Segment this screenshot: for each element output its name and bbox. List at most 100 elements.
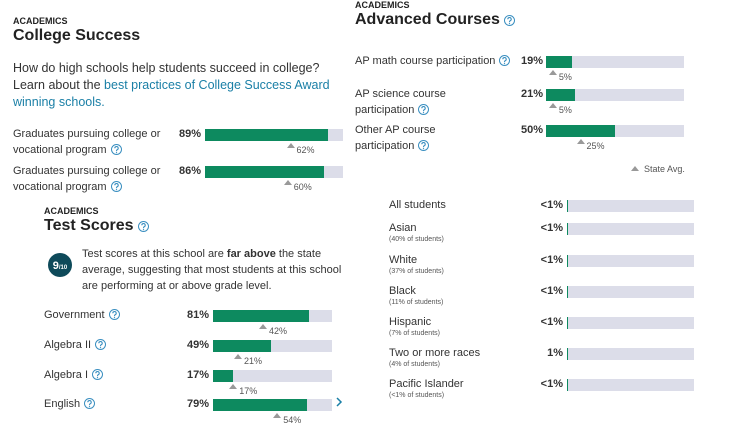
row-label: Algebra II xyxy=(44,337,164,353)
row-label: Two or more races xyxy=(389,345,539,361)
help-icon[interactable] xyxy=(84,398,96,409)
bar xyxy=(205,166,324,178)
bar-track xyxy=(567,317,694,329)
row-share: (7% of students) xyxy=(389,330,440,337)
bar-track xyxy=(546,125,684,137)
state-avg-label: 54% xyxy=(283,415,302,425)
row-label: Hispanic xyxy=(389,314,539,330)
bar xyxy=(546,89,575,101)
bar xyxy=(213,310,310,322)
state-avg-marker xyxy=(258,324,267,329)
row-label: AP math course participation xyxy=(355,53,525,69)
state-avg-marker xyxy=(548,70,557,75)
rating-badge: 9/10 xyxy=(48,253,72,277)
bar xyxy=(213,399,307,411)
state-avg-marker xyxy=(548,103,557,108)
state-avg-label: 17% xyxy=(239,386,258,396)
state-avg-label: 5% xyxy=(558,105,572,115)
row-label-text: Graduates pursuing college or vocational… xyxy=(13,128,161,156)
row-label-text: Two or more races xyxy=(389,347,481,359)
row-label-text: Black xyxy=(389,285,416,297)
row-share: (40% of students) xyxy=(389,236,444,243)
row-label-text: AP math course participation xyxy=(355,55,496,67)
bar xyxy=(567,200,568,212)
bar xyxy=(213,370,234,382)
row-label-text: AP science course participation xyxy=(355,88,446,116)
row-label: All students xyxy=(389,197,539,213)
row-label-text: Pacific Islander xyxy=(389,378,464,390)
row-label-text: White xyxy=(389,254,418,266)
summary: Test scores at this school are far above… xyxy=(82,246,347,294)
section-title: College Success xyxy=(13,27,141,44)
row-value: <1% xyxy=(540,199,563,211)
row-value: 1% xyxy=(547,347,563,359)
row-value: 50% xyxy=(520,124,543,136)
bar-track xyxy=(567,223,694,235)
help-icon[interactable] xyxy=(503,15,515,26)
state-avg-marker xyxy=(576,139,585,144)
bar-track xyxy=(546,89,684,101)
help-icon[interactable] xyxy=(418,104,430,115)
section-title: Advanced Courses xyxy=(355,11,515,29)
rating: 9 xyxy=(52,260,59,272)
bar-track xyxy=(213,399,332,411)
state-avg-label: 5% xyxy=(558,72,572,82)
bar xyxy=(567,379,568,391)
bar-track xyxy=(205,166,343,178)
eyebrow: ACADEMICS xyxy=(13,16,68,26)
row-value: <1% xyxy=(540,222,563,234)
row-label: Government xyxy=(44,307,164,323)
state-avg-marker xyxy=(229,384,238,389)
row-label: Asian xyxy=(389,220,539,236)
bar xyxy=(567,317,568,329)
row-label-text: English xyxy=(44,398,81,410)
help-icon[interactable] xyxy=(110,181,122,192)
legend-label: State Avg. xyxy=(644,164,685,174)
row-value: 21% xyxy=(520,88,543,100)
bar-track xyxy=(213,340,332,352)
help-icon[interactable] xyxy=(92,369,104,380)
row-value: 19% xyxy=(520,55,543,67)
bar-track xyxy=(567,255,694,267)
summary-text: Test scores at this school are xyxy=(82,248,227,260)
bar-track xyxy=(567,379,694,391)
row-share: (4% of students) xyxy=(389,361,440,368)
bar xyxy=(567,286,568,298)
help-icon[interactable] xyxy=(95,339,107,350)
bar-track xyxy=(213,310,332,322)
bar xyxy=(546,56,573,68)
row-label: English xyxy=(44,396,164,412)
row-label-text: Asian xyxy=(389,222,417,234)
row-share: (37% of students) xyxy=(389,268,444,275)
intro-text: How do high schools help students succee… xyxy=(13,61,320,92)
row-label: Black xyxy=(389,283,539,299)
chevron[interactable] xyxy=(335,397,343,407)
help-icon[interactable] xyxy=(110,144,122,155)
help-icon[interactable] xyxy=(418,140,430,151)
state-avg-label: 25% xyxy=(586,141,605,151)
state-avg-label: 21% xyxy=(243,356,262,366)
bar xyxy=(567,348,569,360)
bar-track xyxy=(205,129,343,141)
state-avg-label: 60% xyxy=(293,182,312,192)
row-value: 79% xyxy=(186,398,209,410)
row-value: 81% xyxy=(186,309,209,321)
link[interactable]: best practices of College Success Award … xyxy=(13,78,330,109)
row-label: Graduates pursuing college or vocational… xyxy=(13,163,173,195)
help-icon[interactable] xyxy=(108,309,120,320)
row-value: 17% xyxy=(186,369,209,381)
help-icon[interactable] xyxy=(499,55,511,66)
bar-track xyxy=(567,286,694,298)
state-avg-marker xyxy=(283,180,292,185)
row-label-text: Hispanic xyxy=(389,316,432,328)
state-avg-marker xyxy=(273,413,282,418)
help-icon[interactable] xyxy=(137,221,149,232)
row-label: White xyxy=(389,252,539,268)
state-avg-label: 42% xyxy=(268,326,287,336)
state-avg-label: 62% xyxy=(296,145,315,155)
row-label: Pacific Islander xyxy=(389,376,539,392)
row-label-text: Other AP course participation xyxy=(355,124,436,152)
row-value: 49% xyxy=(186,339,209,351)
rating-scale: /10 xyxy=(58,265,68,271)
